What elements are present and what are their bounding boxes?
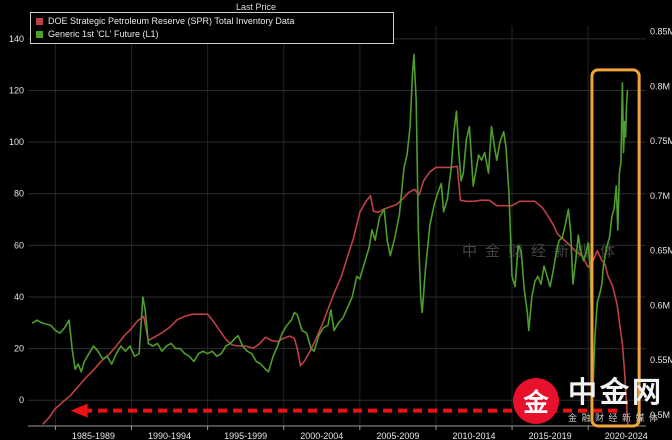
left-axis-tick-label: 40	[14, 292, 24, 302]
left-axis-tick-label: 20	[14, 344, 24, 354]
logo-badge-icon: 金	[512, 378, 559, 424]
cl-price-series-line	[31, 53, 629, 396]
left-axis-tick-label: 120	[9, 86, 24, 96]
right-axis-tick-label: 0.6M	[650, 300, 670, 310]
right-axis-tick-label: 0.55M	[650, 355, 672, 365]
left-axis-tick-label: 60	[14, 240, 24, 250]
legend-item-cl: Generic 1st 'CL' Future (L1)	[36, 28, 388, 41]
x-axis-tick-label: 2000-2004	[300, 431, 343, 440]
right-axis-tick-label: 0.75M	[650, 136, 672, 146]
right-axis-tick-label: 0.65M	[650, 246, 672, 256]
x-axis-tick-label: 2020-2024	[605, 431, 648, 440]
left-axis-tick-label: 100	[9, 137, 24, 147]
logo-badge-glyph: 金	[523, 389, 549, 417]
logo-text-block: 中金网 金融财经新媒体	[567, 376, 664, 424]
x-axis-tick-label: 1985-1989	[72, 431, 115, 440]
cl-series-swatch	[36, 31, 43, 38]
right-axis-tick-label: 0.8M	[650, 81, 670, 91]
x-axis-tick-label: 2005-2009	[376, 431, 419, 440]
right-axis-tick-label: 0.7M	[650, 191, 670, 201]
x-axis-tick-label: 2015-2019	[529, 431, 572, 440]
arrow-head-icon	[70, 403, 88, 418]
spr-series-swatch	[36, 18, 43, 25]
x-axis-tick-label: 1990-1994	[148, 431, 191, 440]
x-axis-tick-label: 2010-2014	[452, 431, 495, 440]
left-axis-tick-label: 0	[19, 395, 24, 405]
highlight-box	[590, 68, 641, 428]
legend-item-spr: DOE Strategic Petroleum Reserve (SPR) To…	[36, 15, 388, 28]
right-axis-tick-label: 0.5M	[650, 410, 670, 420]
left-axis-tick-label: 140	[9, 34, 24, 44]
left-axis-tick-label: 80	[14, 189, 24, 199]
right-axis-tick-label: 0.85M	[650, 26, 672, 36]
x-axis-tick-label: 1995-1999	[224, 431, 267, 440]
cl-series-label: Generic 1st 'CL' Future (L1)	[48, 29, 159, 39]
logo-subtitle: 金融财经新媒体	[567, 412, 663, 423]
logo-title: 中金网	[567, 376, 664, 409]
spr-series-label: DOE Strategic Petroleum Reserve (SPR) To…	[48, 16, 295, 26]
cngold-logo: 金 中金网 金融财经新媒体	[512, 376, 664, 424]
legend: DOE Strategic Petroleum Reserve (SPR) To…	[30, 12, 394, 44]
chart-title: Last Price	[235, 2, 277, 12]
